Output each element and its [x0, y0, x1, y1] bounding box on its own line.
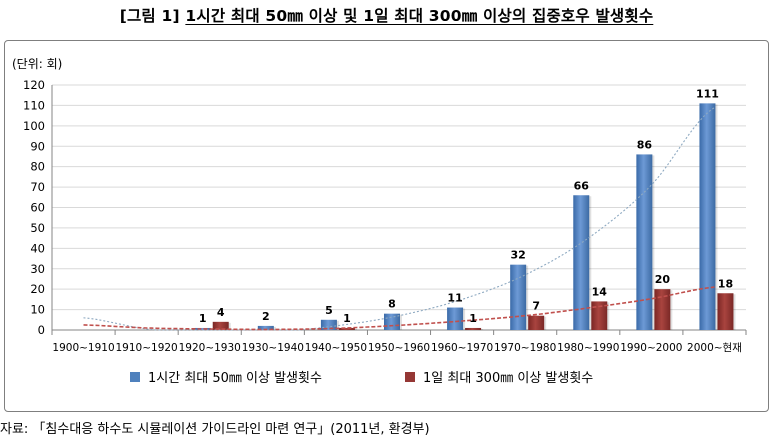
data-label: 1: [343, 312, 351, 325]
y-tick-label: 10: [30, 303, 45, 317]
data-label: 18: [718, 277, 733, 290]
x-tick-label: 1920~1930: [179, 342, 241, 354]
bar-series-1: [510, 264, 527, 330]
bar-series-1: [257, 325, 274, 330]
data-label: 66: [574, 179, 590, 192]
data-label: 8: [388, 298, 396, 311]
chart-frame: [4, 40, 769, 412]
data-label: 4: [217, 306, 225, 319]
x-tick-label: 1900~1910: [52, 342, 114, 354]
y-tick-label: 60: [30, 201, 45, 215]
data-label: 86: [637, 138, 653, 151]
y-tick-label: 100: [23, 119, 45, 133]
data-label: 7: [532, 300, 540, 313]
y-tick-label: 70: [30, 180, 45, 194]
x-tick-label: 1980~1990: [557, 342, 619, 354]
figure-title-text: 1시간 최대 50㎜ 이상 및 1일 최대 300㎜ 이상의 집중호우 발생횟수: [185, 7, 654, 25]
x-tick-label: 1910~1920: [116, 342, 178, 354]
bar-series-1: [194, 327, 211, 330]
bar-series-1: [636, 154, 653, 330]
unit-label: (단위: 회): [12, 57, 62, 71]
legend-label-series-2: 1일 최대 300㎜ 이상 발생횟수: [423, 371, 593, 386]
y-tick-label: 30: [30, 262, 45, 276]
figure-title: [그림 1] 1시간 최대 50㎜ 이상 및 1일 최대 300㎜ 이상의 집중…: [0, 4, 773, 26]
y-tick-label: 110: [23, 98, 45, 112]
y-tick-label: 50: [30, 221, 45, 235]
bar-series-2: [591, 301, 608, 330]
data-label: 32: [511, 249, 526, 262]
x-tick-label: 1940~1950: [305, 342, 367, 354]
data-label: 2: [262, 310, 270, 323]
bar-series-1: [447, 307, 464, 330]
y-tick-label: 0: [38, 323, 45, 337]
x-tick-label: 2000~현재: [687, 342, 742, 354]
data-label: 1: [469, 312, 477, 325]
x-tick-label: 1960~1970: [431, 342, 493, 354]
data-label: 111: [696, 87, 719, 100]
bar-series-2: [654, 289, 671, 330]
bar-series-1: [573, 195, 590, 330]
data-label: 1: [199, 312, 207, 325]
x-tick-label: 1930~1940: [242, 342, 304, 354]
y-tick-label: 90: [30, 139, 45, 153]
x-tick-label: 1990~2000: [620, 342, 682, 354]
bar-series-2: [528, 315, 545, 330]
x-tick-label: 1950~1960: [368, 342, 430, 354]
trendline-series-2: [83, 286, 715, 331]
legend-swatch-series-1: [130, 372, 140, 382]
bar-series-2: [338, 327, 355, 330]
data-label: 5: [325, 304, 333, 317]
data-label: 14: [592, 285, 608, 298]
data-label: 20: [655, 273, 671, 286]
bar-series-1: [320, 319, 337, 330]
figure-number: [그림 1]: [119, 7, 180, 25]
bar-series-2: [465, 327, 482, 330]
data-label: 11: [447, 292, 462, 305]
legend-swatch-series-2: [405, 372, 415, 382]
y-tick-label: 40: [30, 241, 45, 255]
bar-series-2: [717, 293, 734, 330]
bar-series-2: [212, 321, 229, 330]
y-tick-label: 20: [30, 282, 45, 296]
y-tick-label: 80: [30, 160, 45, 174]
x-tick-label: 1970~1980: [494, 342, 556, 354]
source-note: 자료: 「침수대응 하수도 시뮬레이션 가이드라인 마련 연구」(2011년, …: [0, 422, 430, 437]
bar-series-1: [699, 103, 716, 330]
y-tick-label: 120: [23, 78, 45, 92]
legend-label-series-1: 1시간 최대 50㎜ 이상 발생횟수: [148, 371, 322, 386]
trendline-series-1: [83, 107, 715, 331]
